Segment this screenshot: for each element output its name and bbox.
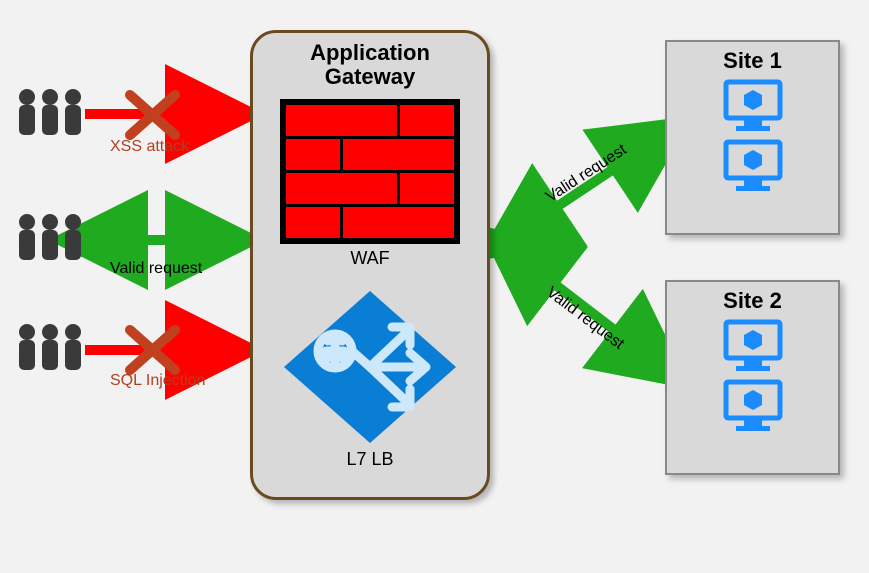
vm-icon <box>722 318 784 374</box>
site1-panel: Site 1 <box>665 40 840 235</box>
gateway-title: Application Gateway <box>253 41 487 89</box>
waf-icon <box>280 99 460 244</box>
site2-title: Site 2 <box>667 288 838 314</box>
label-valid-left: Valid request <box>110 260 202 278</box>
clients-sqli <box>15 320 85 375</box>
site2-panel: Site 2 <box>665 280 840 475</box>
application-gateway-panel: Application Gateway WAF <box>250 30 490 500</box>
vm-icon <box>722 378 784 434</box>
label-xss: XSS attack <box>110 138 189 156</box>
clients-xss <box>15 85 85 140</box>
site1-title: Site 1 <box>667 48 838 74</box>
label-valid-site1: Valid request <box>543 141 630 206</box>
label-valid-site2: Valid request <box>543 284 627 354</box>
load-balancer-icon <box>280 287 460 447</box>
lb-label: L7 LB <box>253 449 487 470</box>
clients-valid <box>15 210 85 265</box>
vm-icon <box>722 78 784 134</box>
label-sqli: SQL Injection <box>110 372 205 390</box>
waf-label: WAF <box>253 248 487 269</box>
vm-icon <box>722 138 784 194</box>
